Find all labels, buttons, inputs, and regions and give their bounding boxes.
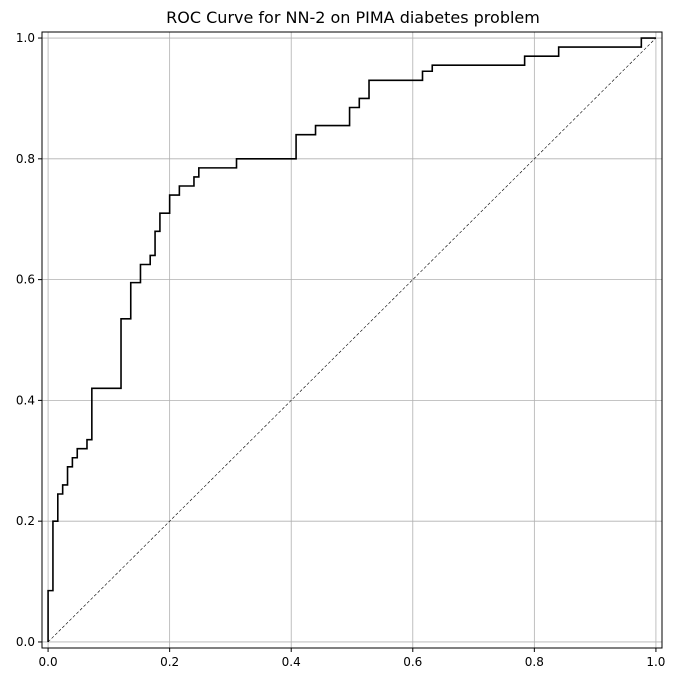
x-tick-label: 0.8 [525, 655, 544, 669]
plot-area [47, 37, 657, 643]
y-tick-label: 1.0 [16, 31, 35, 45]
x-tick-label: 0.0 [39, 655, 58, 669]
x-tick-label: 0.4 [282, 655, 301, 669]
x-tick-label: 0.6 [403, 655, 422, 669]
y-tick-label: 0.2 [16, 514, 35, 528]
y-tick-label: 0.6 [16, 273, 35, 287]
axes-frame [41, 31, 663, 649]
y-tick-label: 0.0 [16, 635, 35, 649]
grid [42, 32, 662, 648]
y-tick-label: 0.4 [16, 393, 35, 407]
roc-curve-line [47, 37, 656, 642]
x-tick-label: 1.0 [646, 655, 665, 669]
chance-diagonal-line [47, 37, 657, 643]
axis-ticks: 0.0 0.2 0.4 0.6 0.8 1.0 0.0 0.2 0.4 0.6 0.8 1.0 [16, 31, 666, 669]
chart-title: ROC Curve for NN-2 on PIMA diabetes prob… [166, 8, 540, 27]
x-tick-label: 0.2 [160, 655, 179, 669]
y-tick-label: 0.8 [16, 152, 35, 166]
